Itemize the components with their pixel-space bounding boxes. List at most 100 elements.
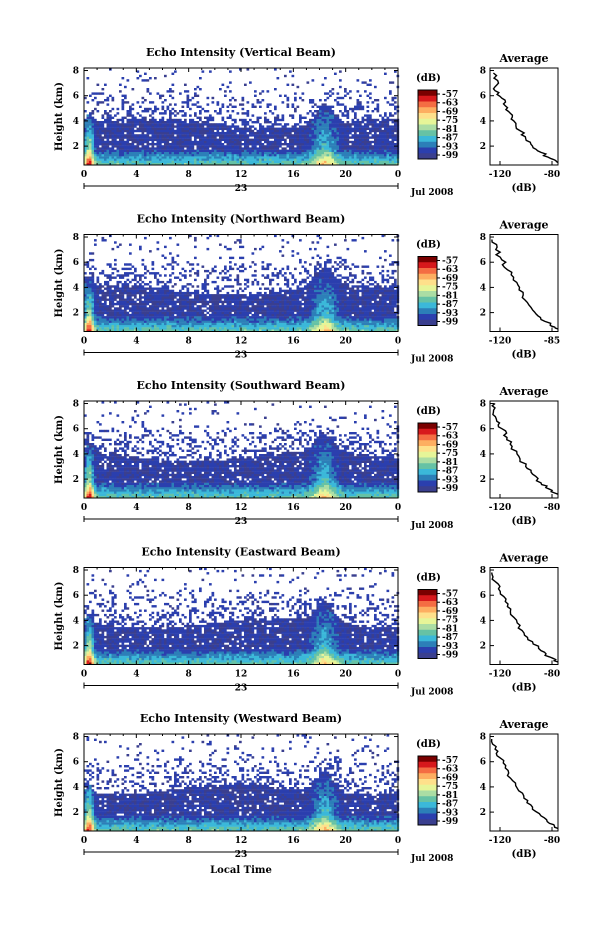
- heat-cell: [236, 305, 240, 308]
- heat-cell: [226, 327, 230, 330]
- heat-cell: [94, 305, 97, 308]
- heat-cell: [306, 132, 310, 135]
- heat-cell: [251, 134, 255, 137]
- heat-cell: [211, 143, 215, 146]
- heat-cell: [84, 127, 87, 130]
- heat-cell: [204, 289, 207, 293]
- heat-cell: [169, 309, 172, 312]
- heat-cell: [221, 156, 225, 159]
- heat-cell: [314, 156, 317, 159]
- heat-cell: [336, 129, 340, 133]
- heat-cell: [136, 324, 140, 328]
- heat-cell: [89, 112, 92, 115]
- heat-cell: [389, 132, 392, 135]
- heat-cell: [111, 158, 115, 161]
- heat-cell: [294, 267, 297, 271]
- heat-cell: [294, 132, 297, 135]
- heat-cell: [149, 294, 152, 297]
- heat-cell: [206, 132, 210, 135]
- heat-cell: [329, 123, 332, 126]
- heat-cell: [94, 285, 97, 288]
- heat-cell: [271, 307, 275, 310]
- heat-cell: [274, 327, 277, 330]
- heat-cell: [266, 158, 270, 161]
- heat-cell: [236, 309, 240, 312]
- heat-cell: [104, 318, 107, 321]
- heat-cell: [146, 132, 150, 135]
- heat-cell: [246, 138, 250, 141]
- heat-cell: [291, 114, 295, 117]
- heat-cell: [96, 318, 100, 321]
- heat-cell: [176, 156, 180, 159]
- heat-cell: [326, 140, 330, 144]
- heat-cell: [294, 296, 297, 299]
- heat-cell: [344, 136, 347, 139]
- heat-cell: [191, 318, 195, 321]
- heat-cell: [394, 125, 397, 128]
- heat-cell: [246, 154, 250, 157]
- heat-cell: [311, 105, 315, 108]
- heat-cell: [221, 105, 225, 108]
- heat-cell: [106, 285, 110, 288]
- heat-cell: [146, 147, 150, 150]
- heat-cell: [246, 305, 250, 308]
- heat-cell: [329, 156, 332, 159]
- heat-cell: [256, 324, 260, 328]
- heat-cell: [246, 110, 250, 113]
- heat-cell: [391, 151, 395, 155]
- heat-cell: [184, 160, 187, 163]
- heat-cell: [86, 307, 90, 310]
- heat-cell: [219, 316, 222, 319]
- heat-cell: [164, 129, 167, 133]
- heat-cell: [126, 294, 130, 297]
- heat-cell: [214, 305, 217, 308]
- heat-cell: [191, 156, 195, 159]
- heat-cell: [201, 158, 205, 161]
- heat-cell: [166, 136, 170, 139]
- heat-cell: [386, 145, 390, 148]
- heat-cell: [204, 162, 207, 166]
- heat-cell: [126, 112, 130, 115]
- heat-cell: [136, 280, 140, 284]
- heat-cell: [194, 300, 197, 304]
- heat-cell: [266, 147, 270, 150]
- heat-cell: [266, 322, 270, 326]
- heat-cell: [191, 123, 195, 126]
- heat-cell: [286, 145, 290, 148]
- heat-cell: [171, 147, 175, 150]
- heat-cell: [289, 298, 292, 301]
- heat-cell: [209, 327, 212, 330]
- heat-cell: [89, 258, 92, 262]
- heat-cell: [176, 162, 180, 166]
- heat-cell: [109, 294, 112, 297]
- heat-cell: [319, 134, 322, 137]
- heat-cell: [384, 158, 387, 161]
- heat-cell: [331, 88, 335, 91]
- heat-cell: [189, 320, 192, 323]
- heat-cell: [311, 127, 315, 130]
- heat-cell: [101, 305, 105, 308]
- heat-cell: [364, 127, 367, 130]
- heat-cell: [89, 132, 92, 135]
- heat-cell: [209, 154, 212, 157]
- heat-cell: [349, 158, 352, 161]
- heat-cell: [146, 110, 150, 113]
- heat-cell: [281, 154, 285, 157]
- heat-cell: [91, 300, 95, 304]
- heat-cell: [229, 158, 232, 161]
- heat-cell: [334, 72, 337, 75]
- heat-cell: [296, 147, 300, 150]
- heat-cell: [229, 90, 232, 93]
- heat-cell: [371, 147, 375, 150]
- heat-cell: [91, 154, 95, 157]
- heat-cell: [144, 110, 147, 113]
- heat-cell: [96, 149, 100, 152]
- heat-cell: [356, 140, 360, 144]
- heat-cell: [199, 307, 202, 310]
- heat-cell: [264, 138, 267, 141]
- heat-cell: [179, 121, 182, 124]
- heat-cell: [231, 156, 235, 159]
- heat-cell: [299, 140, 302, 144]
- heat-cell: [351, 107, 355, 111]
- heat-cell: [211, 294, 215, 297]
